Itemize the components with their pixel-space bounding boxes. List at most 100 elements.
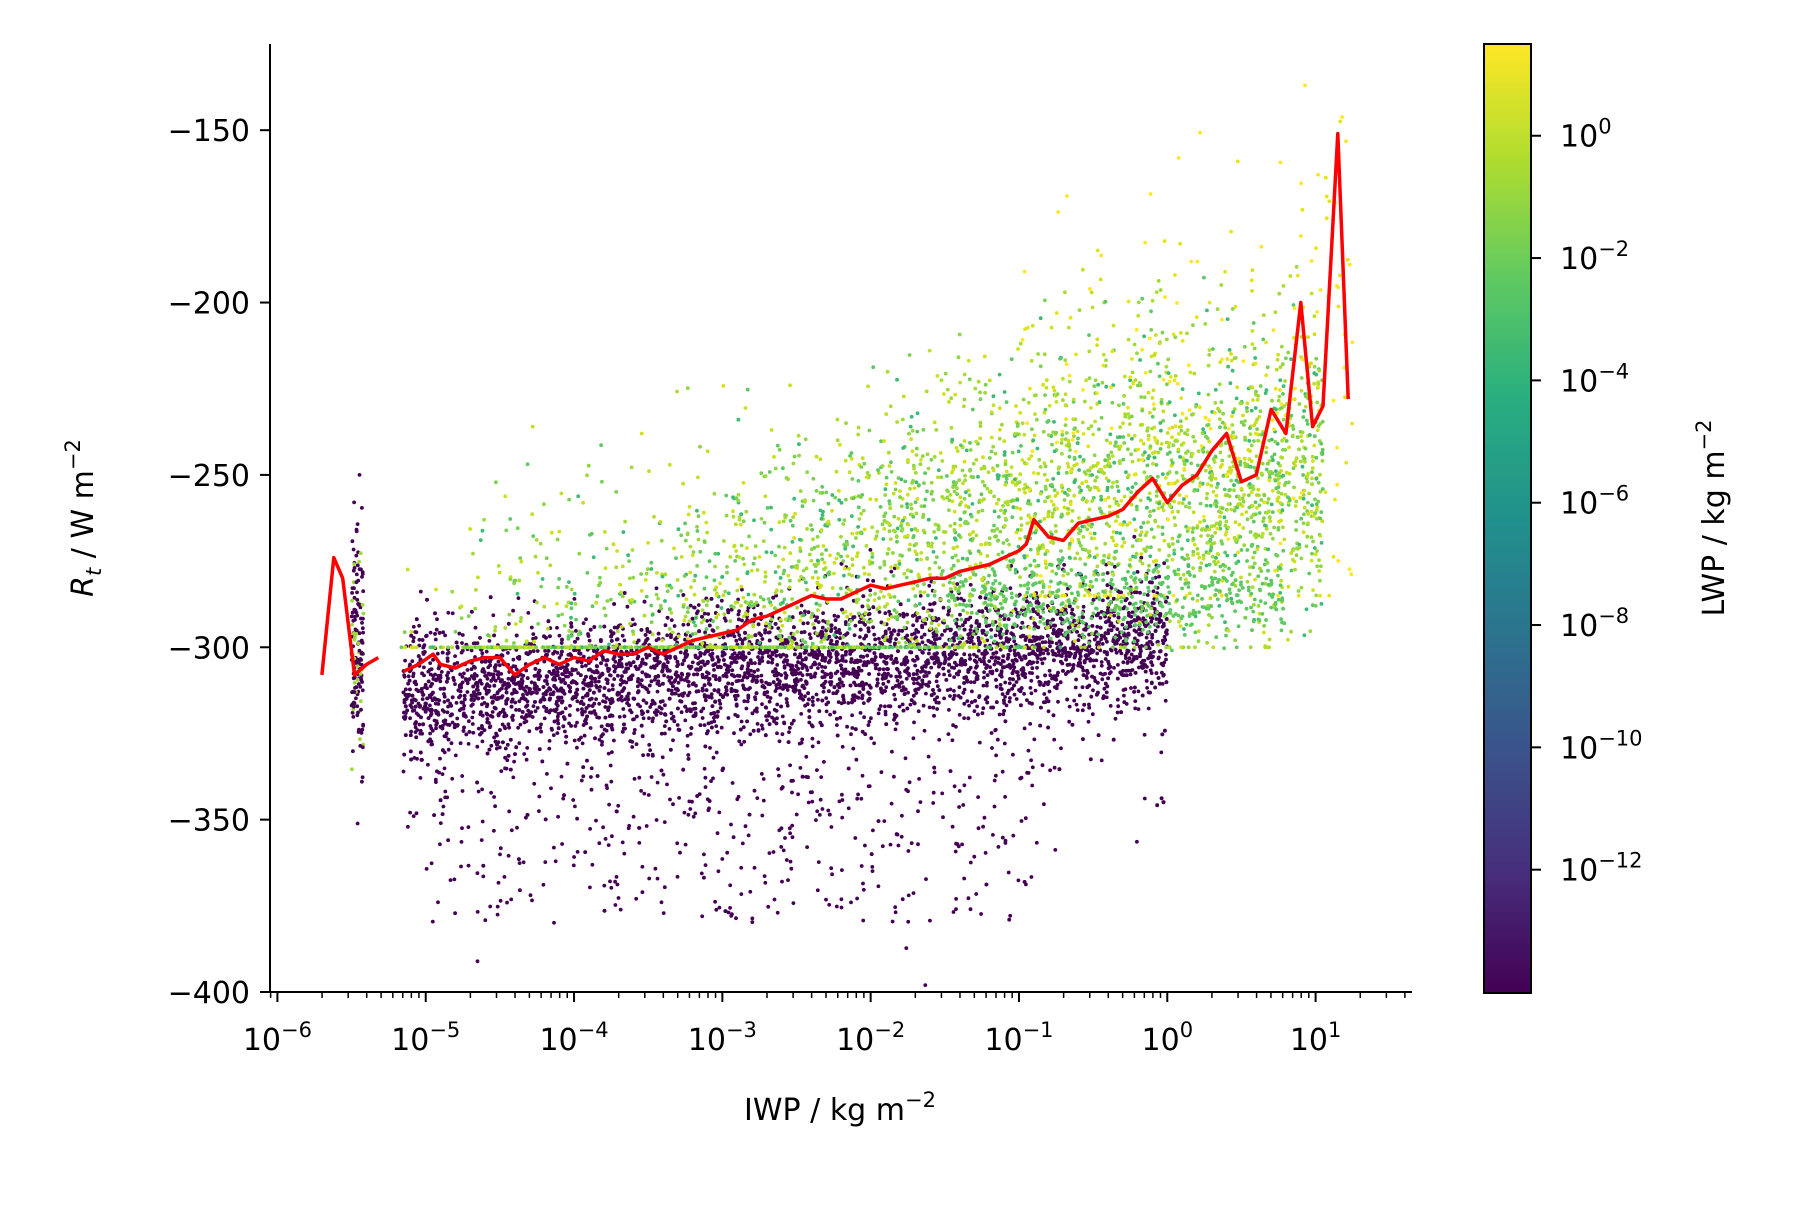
scatter-point — [425, 597, 429, 602]
scatter-point — [656, 631, 661, 636]
scatter-point — [828, 655, 833, 659]
scatter-point — [695, 672, 700, 677]
scatter-point — [485, 702, 490, 707]
scatter-point — [576, 671, 580, 675]
scatter-point — [1007, 699, 1012, 704]
scatter-point — [1149, 619, 1154, 624]
scatter-point — [638, 682, 643, 686]
scatter-point — [833, 671, 838, 676]
scatter-point — [1030, 666, 1035, 671]
scatter-point — [811, 703, 815, 707]
scatter-point — [593, 736, 597, 741]
scatter-point — [970, 689, 974, 694]
scatter-point — [784, 858, 789, 862]
scatter-point — [903, 635, 908, 640]
scatter-point — [1159, 750, 1164, 755]
scatter-point — [1093, 679, 1098, 683]
scatter-point — [760, 702, 764, 706]
scatter-point — [1035, 665, 1039, 670]
scatter-point — [802, 630, 807, 634]
scatter-point — [428, 661, 433, 665]
scatter-point — [884, 685, 889, 690]
scatter-point — [1090, 674, 1094, 679]
scatter-point — [469, 703, 474, 708]
scatter-point — [958, 612, 962, 617]
scatter-point — [883, 704, 887, 709]
scatter-point — [983, 649, 987, 653]
scatter-point — [548, 696, 552, 701]
scatter-point — [1128, 672, 1133, 677]
scatter-point — [489, 672, 493, 677]
scatter-point — [620, 729, 625, 734]
scatter-point — [483, 660, 488, 664]
scatter-point — [495, 733, 499, 738]
scatter-point — [575, 699, 580, 704]
scatter-point — [866, 723, 871, 727]
scatter-point — [1008, 586, 1013, 591]
scatter-point — [931, 705, 936, 710]
scatter-point — [581, 774, 586, 779]
scatter-point — [460, 675, 465, 679]
scatter-point — [432, 718, 437, 723]
scatter-point — [557, 655, 562, 660]
scatter-point — [709, 692, 714, 697]
scatter-point — [959, 658, 964, 663]
scatter-point — [753, 633, 758, 638]
scatter-point — [757, 631, 762, 636]
scatter-point — [438, 679, 443, 684]
scatter-point — [848, 652, 853, 656]
scatter-point — [752, 669, 757, 674]
scatter-point — [1112, 613, 1117, 618]
scatter-point — [702, 694, 707, 699]
scatter-point — [723, 618, 728, 623]
scatter-point — [1036, 636, 1040, 640]
scatter-point — [1126, 649, 1131, 654]
scatter-point — [612, 738, 616, 743]
scatter-point — [1080, 665, 1085, 670]
scatter-point — [760, 726, 765, 731]
scatter-point — [497, 663, 502, 668]
scatter-point — [677, 693, 681, 698]
scatter-point — [617, 715, 622, 719]
scatter-point — [707, 681, 711, 686]
scatter-point — [568, 689, 572, 694]
scatter-point — [918, 594, 923, 598]
scatter-point — [511, 775, 516, 780]
scatter-point — [927, 670, 931, 675]
scatter-point — [475, 684, 480, 689]
scatter-point — [982, 659, 986, 664]
scatter-point — [906, 690, 910, 695]
scatter-point — [520, 679, 525, 684]
scatter-point — [699, 709, 704, 714]
scatter-point — [671, 802, 675, 807]
scatter-point — [440, 812, 445, 816]
scatter-point — [955, 582, 960, 586]
scatter-point — [420, 758, 424, 762]
scatter-point — [927, 705, 932, 710]
scatter-point — [1103, 671, 1107, 676]
scatter-point — [832, 613, 837, 618]
scatter-point — [732, 659, 737, 664]
scatter-point — [937, 688, 942, 692]
scatter-point — [556, 721, 561, 726]
scatter-point — [632, 728, 637, 732]
scatter-point — [712, 719, 717, 724]
scatter-point — [516, 681, 520, 686]
scatter-point — [568, 685, 572, 690]
scatter-point — [766, 682, 771, 686]
scatter-point — [438, 798, 443, 803]
scatter-point — [858, 711, 863, 715]
scatter-point — [806, 691, 810, 696]
scatter-point — [914, 691, 919, 695]
scatter-point — [894, 656, 898, 661]
scatter-point — [620, 664, 624, 669]
scatter-point — [563, 668, 567, 673]
scatter-point — [469, 648, 474, 653]
scatter-point — [450, 611, 455, 616]
scatter-point — [940, 633, 944, 637]
scatter-point — [673, 655, 678, 659]
scatter-point — [839, 663, 843, 668]
scatter-point — [444, 731, 449, 736]
scatter-point — [432, 813, 436, 817]
scatter-point — [481, 667, 486, 672]
